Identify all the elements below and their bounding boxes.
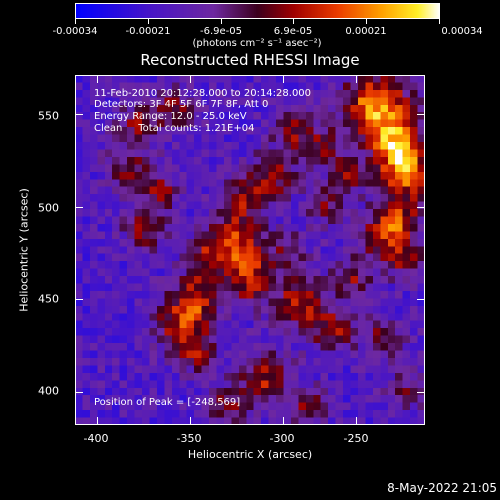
y-tick-label: 500 <box>38 201 59 215</box>
chart-title: Reconstructed RHESSI Image <box>140 51 360 69</box>
colorbar-frame <box>75 3 440 19</box>
y-tick <box>75 299 83 300</box>
colorbar-tick-label: 0.00021 <box>345 26 387 37</box>
y-tick <box>75 392 83 393</box>
colorbar-tick <box>439 19 440 24</box>
y-tick-right <box>417 299 425 300</box>
colorbar-tick <box>75 19 76 24</box>
x-tick <box>190 417 191 425</box>
x-tick-label: -300 <box>269 432 295 445</box>
x-tick-label: -350 <box>176 432 202 445</box>
y-tick-label: 400 <box>38 384 59 398</box>
plot-frame <box>75 75 425 425</box>
x-tick <box>283 417 284 425</box>
x-axis-label: Heliocentric X (arcsec) <box>187 448 313 461</box>
y-tick <box>75 114 83 115</box>
annotation-method-counts: Clean Total counts: 1.21E+04 <box>94 123 255 134</box>
x-tick-top <box>97 75 98 83</box>
y-tick-right <box>417 392 425 393</box>
annotation-detectors: Detectors: 3F 4F 5F 6F 7F 8F, Att 0 <box>94 99 269 110</box>
colorbar-units: (photons cm⁻² s⁻¹ asec⁻²) <box>192 38 322 49</box>
annotation-time-range: 11-Feb-2010 20:12:28.000 to 20:14:28.000 <box>94 88 312 99</box>
colorbar-tick-label: -0.00021 <box>125 26 171 37</box>
colorbar-tick-label: 0.00034 <box>441 26 483 37</box>
y-tick-right <box>417 114 425 115</box>
x-tick-top <box>190 75 191 83</box>
y-tick <box>75 207 83 208</box>
colorbar-tick-label: -6.9e-05 <box>200 26 242 37</box>
x-tick-label: -400 <box>83 432 109 445</box>
y-tick-label: 450 <box>38 292 59 306</box>
y-axis-label: Heliocentric Y (arcsec) <box>17 188 31 312</box>
annotation-peak-position: Position of Peak = [-248,569] <box>94 397 241 408</box>
x-tick <box>356 417 357 425</box>
colorbar-tick-label: 6.9e-05 <box>273 26 313 37</box>
colorbar-tick <box>366 19 367 24</box>
annotation-energy-range: Energy Range: 12.0 - 25.0 keV <box>94 111 247 122</box>
y-tick-right <box>417 207 425 208</box>
x-tick <box>97 417 98 425</box>
x-tick-top <box>356 75 357 83</box>
footer-timestamp: 8-May-2022 21:05 <box>387 481 497 495</box>
colorbar-tick <box>221 19 222 24</box>
colorbar <box>75 3 440 19</box>
colorbar-tick <box>148 19 149 24</box>
colorbar-tick <box>293 19 294 24</box>
heatmap-image <box>75 75 425 425</box>
y-tick-label: 550 <box>38 109 59 123</box>
x-tick-top <box>283 75 284 83</box>
colorbar-tick-label: -0.00034 <box>52 26 98 37</box>
x-tick-label: -250 <box>343 432 369 445</box>
